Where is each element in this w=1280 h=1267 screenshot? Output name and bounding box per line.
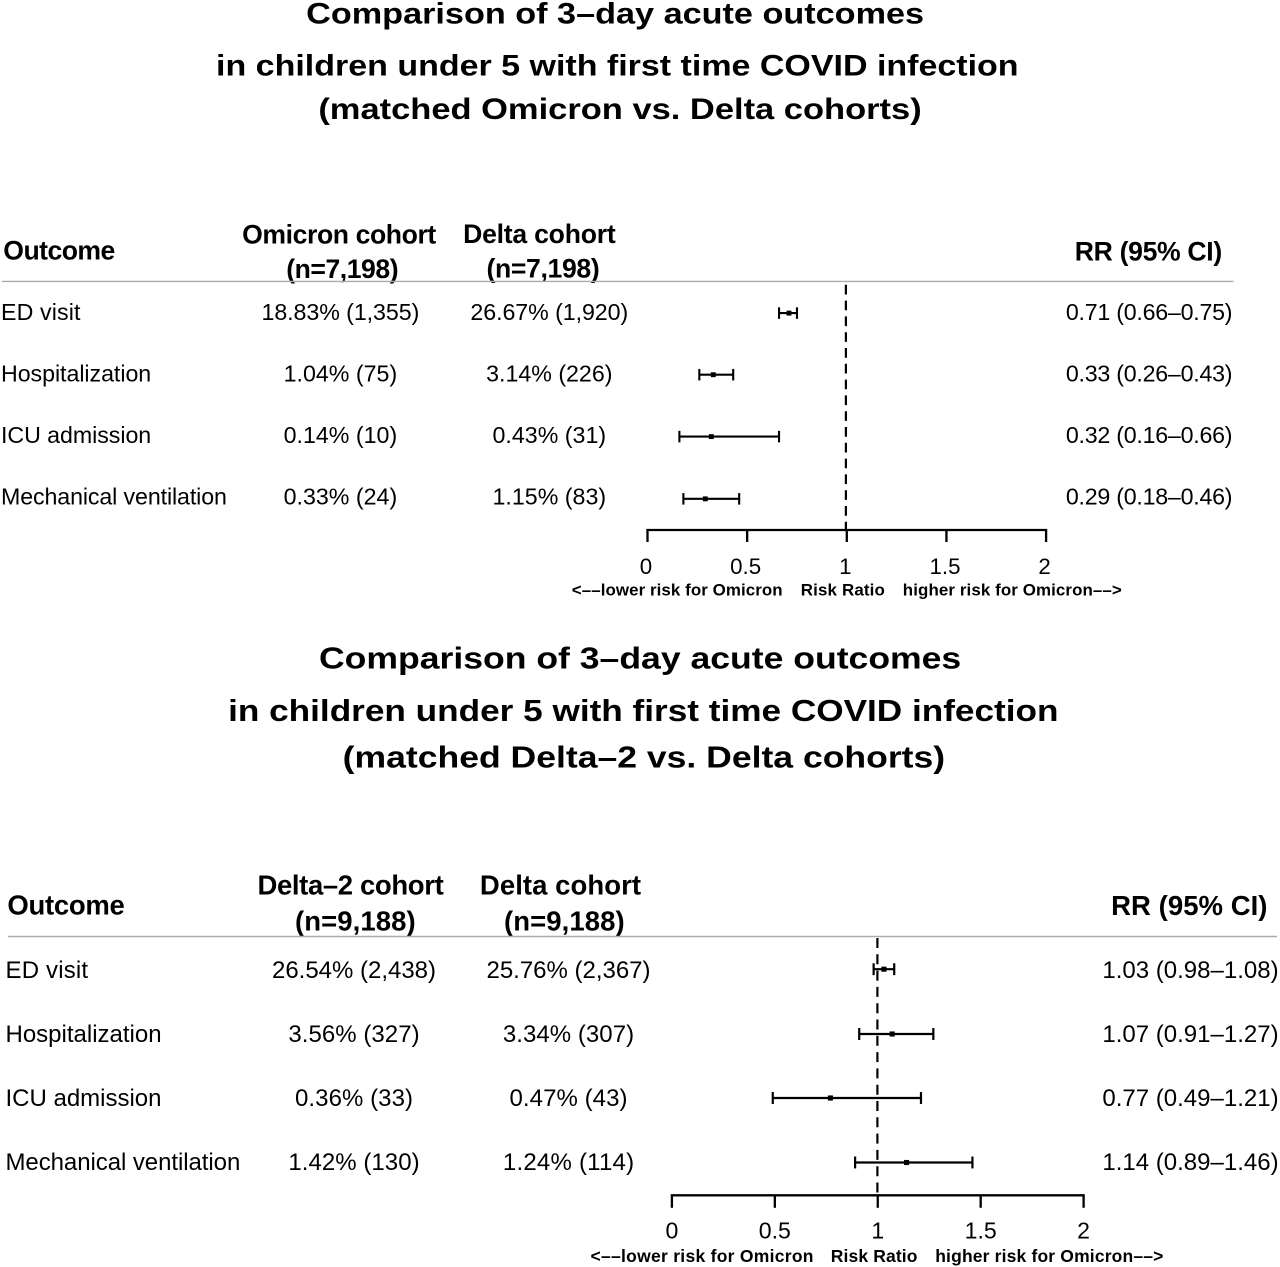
- svg-text:Omicron cohort: Omicron cohort: [242, 220, 436, 250]
- svg-text:18.83% (1,355): 18.83% (1,355): [262, 299, 420, 325]
- svg-text:Hospitalization: Hospitalization: [1, 360, 151, 386]
- svg-text:0: 0: [665, 1218, 678, 1244]
- svg-text:0.32 (0.16–0.66): 0.32 (0.16–0.66): [1066, 422, 1233, 448]
- svg-text:1.42% (130): 1.42% (130): [288, 1149, 419, 1176]
- svg-text:Delta–2 cohort: Delta–2 cohort: [257, 870, 443, 901]
- svg-text:0.71 (0.66–0.75): 0.71 (0.66–0.75): [1066, 299, 1233, 325]
- svg-text:Mechanical ventilation: Mechanical ventilation: [6, 1149, 241, 1176]
- svg-text:Outcome: Outcome: [7, 890, 124, 921]
- svg-text:Comparison of 3–day acute outc: Comparison of 3–day acute outcomes: [319, 642, 961, 676]
- svg-text:(matched Delta–2 vs. Delta coh: (matched Delta–2 vs. Delta cohorts): [343, 741, 945, 775]
- svg-text:0.5: 0.5: [730, 554, 761, 579]
- svg-text:Hospitalization: Hospitalization: [6, 1021, 162, 1048]
- svg-text:1.07 (0.91–1.27): 1.07 (0.91–1.27): [1102, 1021, 1278, 1048]
- svg-text:25.76% (2,367): 25.76% (2,367): [487, 957, 651, 984]
- svg-text:ICU admission: ICU admission: [6, 1085, 162, 1112]
- svg-text:1: 1: [839, 554, 851, 579]
- svg-text:<––lower risk for Omicron: <––lower risk for Omicron: [572, 580, 783, 599]
- svg-text:0.5: 0.5: [759, 1218, 791, 1244]
- svg-text:0.36% (33): 0.36% (33): [295, 1085, 413, 1112]
- svg-text:Comparison of 3–day acute outc: Comparison of 3–day acute outcomes: [306, 0, 924, 30]
- svg-text:3.34% (307): 3.34% (307): [503, 1021, 634, 1048]
- svg-text:0.29 (0.18–0.46): 0.29 (0.18–0.46): [1066, 483, 1233, 509]
- svg-text:RR (95% CI): RR (95% CI): [1111, 890, 1267, 921]
- svg-text:(matched Omicron vs. Delta coh: (matched Omicron vs. Delta cohorts): [318, 92, 921, 125]
- svg-text:Delta cohort: Delta cohort: [480, 870, 641, 901]
- svg-text:0.77 (0.49–1.21): 0.77 (0.49–1.21): [1102, 1085, 1278, 1112]
- svg-text:2: 2: [1038, 554, 1050, 579]
- svg-text:higher risk for Omicron––>: higher risk for Omicron––>: [903, 580, 1122, 599]
- svg-text:2: 2: [1077, 1218, 1090, 1244]
- svg-text:26.54% (2,438): 26.54% (2,438): [272, 957, 436, 984]
- svg-text:(n=9,188): (n=9,188): [295, 905, 416, 936]
- svg-text:3.14% (226): 3.14% (226): [486, 360, 612, 386]
- svg-text:in children under 5 with first: in children under 5 with first time COVI…: [228, 693, 1058, 727]
- svg-text:in children under 5 with first: in children under 5 with first time COVI…: [216, 48, 1019, 81]
- svg-text:1: 1: [871, 1218, 884, 1244]
- svg-text:Mechanical ventilation: Mechanical ventilation: [1, 483, 227, 509]
- svg-text:higher risk for Omicron––>: higher risk for Omicron––>: [935, 1246, 1163, 1266]
- svg-text:0.33% (24): 0.33% (24): [284, 483, 398, 509]
- svg-text:0.14% (10): 0.14% (10): [284, 422, 398, 448]
- svg-text:Outcome: Outcome: [3, 236, 115, 266]
- svg-text:0: 0: [640, 554, 652, 579]
- svg-text:ICU admission: ICU admission: [1, 422, 151, 448]
- svg-text:Delta cohort: Delta cohort: [463, 219, 616, 249]
- svg-text:1.24% (114): 1.24% (114): [503, 1149, 634, 1176]
- svg-text:1.04% (75): 1.04% (75): [284, 360, 398, 386]
- svg-text:1.15% (83): 1.15% (83): [493, 483, 607, 509]
- svg-text:0.43% (31): 0.43% (31): [493, 422, 607, 448]
- svg-text:1.5: 1.5: [930, 554, 961, 579]
- svg-text:0.33 (0.26–0.43): 0.33 (0.26–0.43): [1066, 360, 1233, 386]
- svg-text:(n=7,198): (n=7,198): [286, 254, 398, 284]
- svg-text:(n=9,188): (n=9,188): [504, 906, 625, 937]
- svg-text:<––lower risk for Omicron: <––lower risk for Omicron: [591, 1246, 814, 1266]
- svg-text:1.03 (0.98–1.08): 1.03 (0.98–1.08): [1102, 957, 1278, 984]
- svg-text:(n=7,198): (n=7,198): [487, 253, 600, 283]
- svg-text:ED visit: ED visit: [1, 299, 81, 325]
- svg-text:1.5: 1.5: [965, 1218, 997, 1244]
- svg-text:RR (95% CI): RR (95% CI): [1075, 236, 1222, 266]
- svg-text:1.14 (0.89–1.46): 1.14 (0.89–1.46): [1102, 1149, 1278, 1176]
- svg-text:3.56% (327): 3.56% (327): [288, 1021, 419, 1048]
- svg-text:Risk Ratio: Risk Ratio: [831, 1246, 918, 1266]
- svg-text:26.67% (1,920): 26.67% (1,920): [470, 299, 628, 325]
- svg-text:0.47% (43): 0.47% (43): [510, 1085, 628, 1112]
- svg-text:Risk Ratio: Risk Ratio: [801, 580, 885, 599]
- svg-text:ED visit: ED visit: [6, 957, 89, 984]
